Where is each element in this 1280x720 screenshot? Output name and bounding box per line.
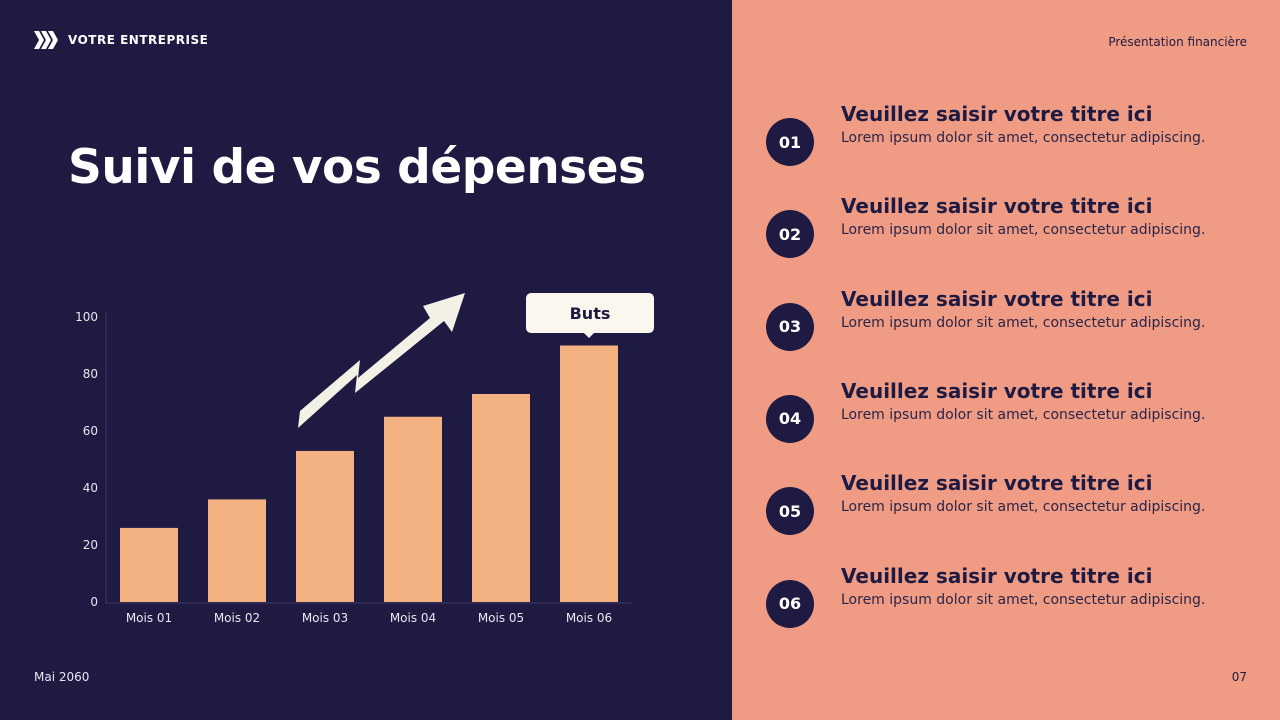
- y-tick-label: 60: [83, 424, 98, 438]
- bar-mois-01: [120, 527, 178, 602]
- x-tick-label: Mois 01: [126, 611, 172, 625]
- y-tick-label: 100: [75, 310, 98, 324]
- item-description: Lorem ipsum dolor sit amet, consectetur …: [841, 130, 1206, 146]
- item-number-badge: 06: [766, 579, 814, 628]
- item-number-badge: 03: [766, 302, 814, 351]
- brand-logo: VOTRE ENTREPRISE: [34, 31, 208, 49]
- footer-date: Mai 2060: [34, 670, 90, 684]
- brand-name: VOTRE ENTREPRISE: [68, 33, 209, 47]
- item-title: Veuillez saisir votre titre ici: [841, 102, 1153, 126]
- bar-mois-05: [472, 393, 530, 602]
- item-title: Veuillez saisir votre titre ici: [841, 471, 1153, 496]
- item-title: Veuillez saisir votre titre ici: [841, 194, 1153, 219]
- list-item: 05 Veuillez saisir votre titre ici Lorem…: [766, 471, 1206, 536]
- page-number: 07: [1231, 670, 1247, 684]
- callout-label: Buts: [570, 304, 611, 323]
- item-title: Veuillez saisir votre titre ici: [841, 286, 1153, 311]
- x-tick-label: Mois 02: [214, 611, 260, 625]
- right-panel: Présentation financière 01 Veuillez sais…: [732, 0, 1280, 720]
- list-item: 03 Veuillez saisir votre titre ici Lorem…: [766, 287, 1206, 351]
- y-tick-label: 80: [83, 367, 98, 381]
- item-title: Veuillez saisir votre titre ici: [841, 378, 1153, 403]
- list-item: 06 Veuillez saisir votre titre ici Lorem…: [766, 564, 1206, 628]
- callout-pointer: [583, 332, 595, 338]
- y-tick-label: 20: [83, 538, 98, 552]
- item-description: Lorem ipsum dolor sit amet, consectetur …: [841, 499, 1206, 516]
- x-tick-label: Mois 06: [566, 611, 612, 625]
- x-tick-label: Mois 03: [302, 611, 348, 625]
- bar-mois-04: [384, 416, 442, 602]
- list-item: 04 Veuillez saisir votre titre ici Lorem…: [766, 379, 1206, 443]
- x-tick-label: Mois 05: [478, 611, 524, 625]
- y-tick-label: 0: [90, 595, 98, 609]
- callout-box: [526, 293, 654, 333]
- item-number-badge: 02: [766, 210, 814, 259]
- list-item: 01 Veuillez saisir votre titre ici Lorem…: [766, 102, 1206, 166]
- item-description: Lorem ipsum dolor sit amet, consectetur …: [841, 314, 1206, 331]
- chevrons-right-icon: [34, 31, 58, 49]
- bar-mois-03: [296, 450, 354, 602]
- item-number-badge: 01: [766, 118, 814, 166]
- bar-mois-06: [560, 345, 618, 602]
- item-description: Lorem ipsum dolor sit amet, consectetur …: [841, 406, 1206, 423]
- item-number-badge: 04: [766, 394, 814, 443]
- presentation-subtitle: Présentation financière: [1108, 35, 1247, 49]
- list-item: 02 Veuillez saisir votre titre ici Lorem…: [766, 194, 1206, 259]
- item-title: Veuillez saisir votre titre ici: [841, 563, 1153, 588]
- x-tick-label: Mois 04: [390, 611, 436, 625]
- page-title: Suivi de vos dépenses: [68, 140, 646, 195]
- left-panel: VOTRE ENTREPRISE Suivi de vos dépenses 0…: [34, 31, 654, 684]
- item-number-badge: 05: [766, 487, 814, 536]
- item-description: Lorem ipsum dolor sit amet, consectetur …: [841, 222, 1206, 239]
- bar-mois-02: [208, 499, 266, 602]
- y-tick-label: 40: [83, 481, 98, 495]
- trend-arrow-icon: [298, 293, 465, 428]
- bar-chart: 0 20 40 60 80 100 Mois 01 Mois 02 Mois 03 Mois 04…: [75, 293, 654, 625]
- item-description: Lorem ipsum dolor sit amet, consectetur …: [841, 591, 1206, 608]
